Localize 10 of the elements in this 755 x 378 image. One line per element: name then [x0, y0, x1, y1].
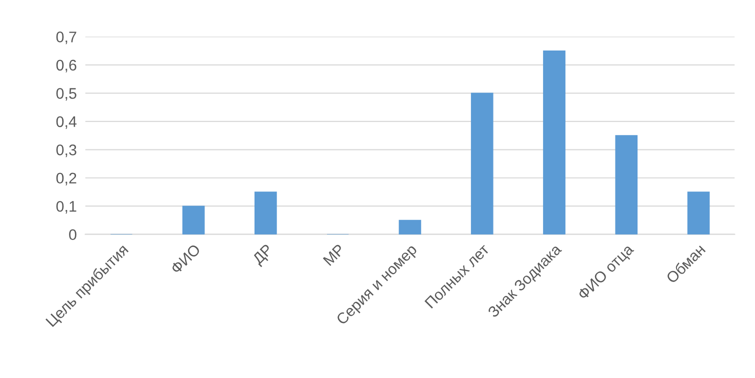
- y-tick-label: 0,2: [56, 172, 76, 186]
- y-tick-label: 0,7: [56, 32, 76, 44]
- x-tick-label: ДР: [252, 244, 276, 268]
- x-tick-label: МР: [322, 244, 346, 266]
- y-tick-label: 0,4: [56, 116, 77, 129]
- y-tick-label: 0,3: [56, 144, 76, 158]
- y-tick-label: 0,5: [56, 88, 76, 101]
- y-tick-label: 0: [69, 229, 76, 240]
- y-tick-label: 0,6: [56, 60, 76, 72]
- y-tick-label: 0,1: [56, 200, 76, 214]
